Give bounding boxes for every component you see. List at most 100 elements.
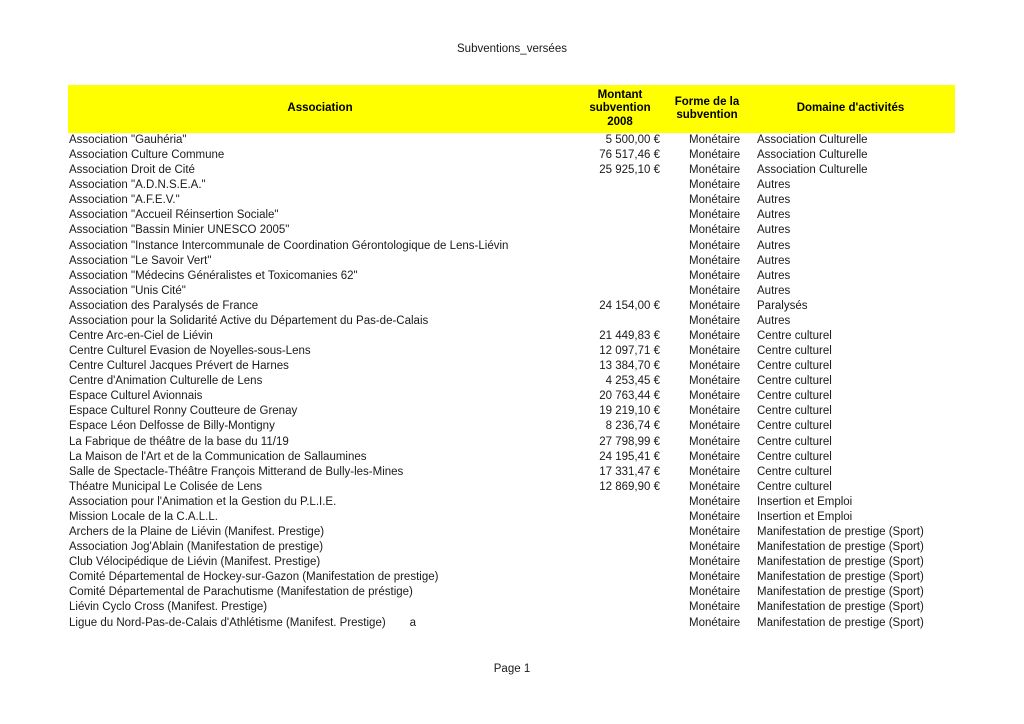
page-footer: Page 1 <box>493 663 531 675</box>
cell-montant-subvention: 25 925,10 € <box>599 164 660 177</box>
cell-association: Association "Gauhéria" <box>69 134 187 146</box>
cell-montant-subvention <box>572 585 668 600</box>
cell-association: Centre Culturel Jacques Prévert de Harne… <box>69 360 289 373</box>
cell-montant-subvention <box>572 208 668 223</box>
cell-montant-subvention: 21 449,83 € <box>599 330 660 343</box>
cell-montant-subvention <box>572 284 668 299</box>
cell-forme-subvention: Monétaire <box>689 239 741 252</box>
cell-association: Liévin Cyclo Cross (Manifest. Prestige) <box>69 601 268 614</box>
cell-domaine-activites: Manifestation de prestige (Sport) <box>757 601 924 614</box>
cell-domaine-activites: Autres <box>757 179 791 192</box>
cell-montant-subvention: 13 384,70 € <box>599 360 660 373</box>
cell-association: Association "Bassin Minier UNESCO 2005" <box>69 224 290 237</box>
cell-forme-subvention: Monétaire <box>689 616 741 629</box>
table-row: Espace Léon Delfosse de Billy-Montigny 8 … <box>68 419 955 434</box>
cell-forme-subvention: Monétaire <box>689 390 741 403</box>
cell-domaine-activites: Autres <box>757 314 791 327</box>
cell-montant-subvention <box>572 314 668 329</box>
cell-domaine-activites: Centre culturel <box>757 345 832 358</box>
cell-association: Centre Culturel Evasion de Noyelles-sous… <box>69 345 311 358</box>
column-header-forme-line-2: subvention <box>676 109 738 121</box>
cell-association: Association "A.F.E.V." <box>69 194 180 207</box>
cell-forme-subvention: Monétaire <box>689 224 741 237</box>
table-row: Théatre Municipal Le Colisée de Lens 12 8… <box>68 480 955 495</box>
cell-forme-subvention: Monétaire <box>689 345 741 358</box>
subventions-table-container: Association Montant subvention 2008 Form… <box>68 85 955 631</box>
cell-domaine-activites: Manifestation de prestige (Sport) <box>757 571 924 584</box>
table-row: Association pour la Solidarité Active du… <box>68 314 955 329</box>
cell-montant-subvention <box>572 540 668 555</box>
cell-association: Association Droit de Cité <box>69 164 195 177</box>
cell-domaine-activites: Manifestation de prestige (Sport) <box>757 616 924 629</box>
page-title: Subventions_versées <box>457 43 567 55</box>
table-header: Association Montant subvention 2008 Form… <box>68 85 955 133</box>
table-row: Espace Culturel Avionnais 20 763,44 € Moné… <box>68 389 955 404</box>
cell-forme-subvention: Monétaire <box>689 420 741 433</box>
column-header-montant-line-2: subvention <box>589 102 651 115</box>
cell-montant-subvention <box>572 223 668 238</box>
cell-domaine-activites: Association Culturelle <box>757 149 868 162</box>
cell-association: Mission Locale de la C.A.L.L. <box>69 510 218 523</box>
cell-association: Association Culture Commune <box>69 149 225 162</box>
cell-montant-subvention: 5 500,00 € <box>605 134 660 146</box>
table-row: Centre Culturel Evasion de Noyelles-sous… <box>68 344 955 359</box>
cell-domaine-activites: Manifestation de prestige (Sport) <box>757 526 924 539</box>
cell-forme-subvention: Monétaire <box>689 405 741 418</box>
table-row: Centre Culturel Jacques Prévert de Harne… <box>68 359 955 374</box>
cell-association: Espace Culturel Ronny Coutteure de Grena… <box>69 405 298 418</box>
table-body: Association "Gauhéria" 5 500,00 € Monétair… <box>68 133 955 631</box>
table-row: Comité Départemental de Hockey-sur-Gazon… <box>68 570 955 585</box>
cell-domaine-activites: Association Culturelle <box>757 164 868 177</box>
column-header-montant-line-1: Montant <box>597 89 643 102</box>
table-row: Association des Paralysés de France 24 15… <box>68 299 955 314</box>
cell-montant-subvention: 20 763,44 € <box>599 390 660 403</box>
table-row: Association "Unis Cité" Monétaire Autres <box>68 284 955 299</box>
cell-domaine-activites: Manifestation de prestige (Sport) <box>757 586 924 599</box>
cell-domaine-activites: Autres <box>757 269 791 282</box>
cell-association: Association pour la Solidarité Active du… <box>69 314 429 327</box>
column-header-forme: Forme de la subvention <box>668 85 746 133</box>
cell-domaine-activites: Centre culturel <box>757 450 832 463</box>
table-row: Club Vélocipédique de Liévin (Manifest. … <box>68 555 955 570</box>
table-header-row: Association Montant subvention 2008 Form… <box>68 85 955 133</box>
cell-montant-subvention <box>572 570 668 585</box>
cell-association: Association "Accueil Réinsertion Sociale… <box>69 209 279 222</box>
cell-association: Association Jog'Ablain (Manifestation de… <box>69 541 324 554</box>
table-row: Association "Instance Intercommunale de … <box>68 239 955 254</box>
cell-montant-subvention <box>572 525 668 540</box>
cell-forme-subvention: Monétaire <box>689 556 741 569</box>
cell-domaine-activites: Association Culturelle <box>757 134 868 146</box>
cell-association: La Fabrique de théâtre de la base du 11/… <box>69 435 289 448</box>
cell-montant-subvention: 4 253,45 € <box>605 375 660 388</box>
cell-montant-subvention: 24 154,00 € <box>599 299 660 312</box>
cell-forme-subvention: Monétaire <box>689 179 741 192</box>
cell-forme-subvention: Monétaire <box>689 510 741 523</box>
cell-association: La Maison de l'Art et de la Communicatio… <box>69 450 367 463</box>
cell-montant-subvention: 12 869,90 € <box>599 480 660 493</box>
cell-montant-subvention <box>572 510 668 525</box>
cell-domaine-activites: Centre culturel <box>757 420 832 433</box>
cell-montant-subvention: 8 236,74 € <box>605 420 660 433</box>
cell-montant-subvention <box>572 555 668 570</box>
cell-forme-subvention: Monétaire <box>689 149 741 162</box>
cell-association: Association "Le Savoir Vert" <box>69 254 212 267</box>
table-row: Mission Locale de la C.A.L.L. Monétaire In… <box>68 510 955 525</box>
cell-montant-subvention: 17 331,47 € <box>599 465 660 478</box>
cell-forme-subvention: Monétaire <box>689 375 741 388</box>
cell-montant-subvention <box>572 495 668 510</box>
cell-forme-subvention: Monétaire <box>689 435 741 448</box>
cell-domaine-activites: Autres <box>757 239 791 252</box>
table-row: Association "A.F.E.V." Monétaire Autres <box>68 193 955 208</box>
cell-forme-subvention: Monétaire <box>689 360 741 373</box>
cell-domaine-activites: Centre culturel <box>757 360 832 373</box>
column-header-association: Association <box>68 85 572 133</box>
cell-domaine-activites: Centre culturel <box>757 390 832 403</box>
cell-domaine-activites: Centre culturel <box>757 465 832 478</box>
cell-association-main-text: Ligue du Nord-Pas-de-Calais d'Athlétisme… <box>69 616 386 629</box>
cell-forme-subvention: Monétaire <box>689 330 741 343</box>
cell-forme-subvention: Monétaire <box>689 571 741 584</box>
cell-forme-subvention: Monétaire <box>689 465 741 478</box>
cell-association: Théatre Municipal Le Colisée de Lens <box>69 480 263 493</box>
cell-domaine-activites: Autres <box>757 254 791 267</box>
cell-association: Salle de Spectacle-Théâtre François Mitt… <box>69 465 404 478</box>
